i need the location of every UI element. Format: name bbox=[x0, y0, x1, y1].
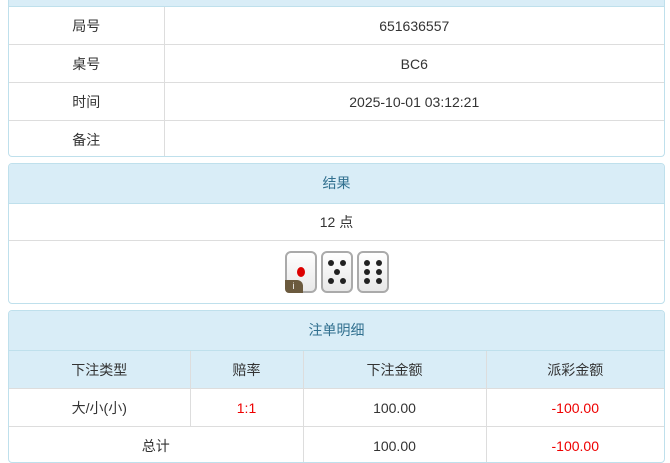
row-time: 时间 2025-10-01 03:12:21 bbox=[9, 82, 664, 121]
pip bbox=[375, 268, 382, 275]
bets-title: 注单明细 bbox=[9, 311, 664, 351]
pip bbox=[375, 277, 382, 284]
pip bbox=[333, 268, 340, 275]
info-panel: 局号 651636557 桌号 BC6 时间 2025-10-01 03:12:21 … bbox=[8, 0, 665, 157]
pip bbox=[327, 277, 334, 284]
bets-panel: 注单明细 下注类型 赔率 下注金额 派彩金额 大/小(小) 1:1 100.00 -100.… bbox=[8, 310, 665, 463]
pip bbox=[339, 260, 346, 267]
bets-header-row: 下注类型 赔率 下注金额 派彩金额 bbox=[9, 351, 664, 389]
pip bbox=[363, 268, 370, 275]
bets-table: 下注类型 赔率 下注金额 派彩金额 大/小(小) 1:1 100.00 -100.00 总计… bbox=[9, 351, 664, 462]
info-table: 局号 651636557 桌号 BC6 时间 2025-10-01 03:12:21 … bbox=[9, 7, 664, 156]
row-remark: 备注 bbox=[9, 120, 664, 156]
row-round: 局号 651636557 bbox=[9, 7, 664, 45]
die-1: i bbox=[284, 251, 317, 293]
dice-row: i bbox=[9, 241, 664, 303]
die-6 bbox=[356, 251, 389, 293]
pip bbox=[363, 260, 370, 267]
pip bbox=[327, 260, 334, 267]
row-table: 桌号 BC6 bbox=[9, 44, 664, 83]
die-5 bbox=[320, 251, 353, 293]
result-title: 结果 bbox=[9, 164, 664, 204]
pip bbox=[296, 267, 305, 277]
pip bbox=[375, 260, 382, 267]
result-points: 12 点 bbox=[9, 204, 664, 241]
pip bbox=[363, 277, 370, 284]
pip bbox=[339, 277, 346, 284]
result-panel: 结果 12 点 i bbox=[8, 163, 665, 304]
table-row: 大/小(小) 1:1 100.00 -100.00 bbox=[9, 388, 664, 427]
total-row: 总计 100.00 -100.00 bbox=[9, 426, 664, 462]
info-badge-icon[interactable]: i bbox=[284, 280, 303, 293]
